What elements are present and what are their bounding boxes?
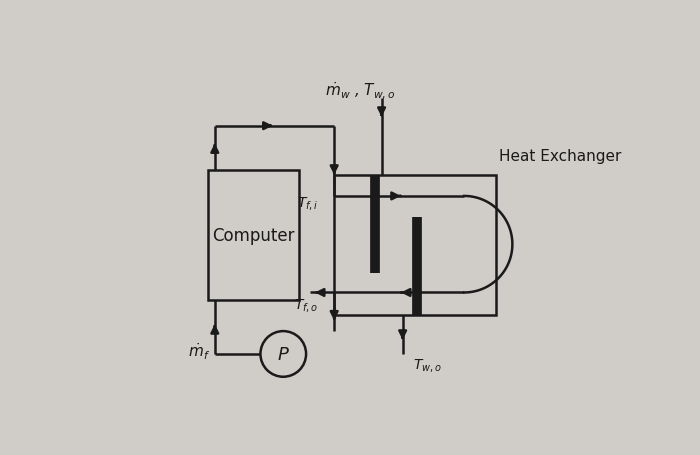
Text: $\dot{m}_w$ , $T_{w,o}$: $\dot{m}_w$ , $T_{w,o}$ [326, 81, 395, 102]
FancyBboxPatch shape [208, 170, 299, 300]
Text: $T_{f,o}$: $T_{f,o}$ [294, 297, 318, 313]
Text: Computer: Computer [212, 226, 295, 244]
Circle shape [260, 331, 306, 377]
Text: $T_{f,i}$: $T_{f,i}$ [297, 195, 319, 212]
Text: $T_{w,o}$: $T_{w,o}$ [413, 356, 442, 373]
Text: $\dot{m}_f$: $\dot{m}_f$ [188, 340, 210, 361]
Text: Heat Exchanger: Heat Exchanger [499, 148, 622, 163]
FancyBboxPatch shape [334, 176, 496, 316]
Text: P: P [278, 345, 288, 363]
